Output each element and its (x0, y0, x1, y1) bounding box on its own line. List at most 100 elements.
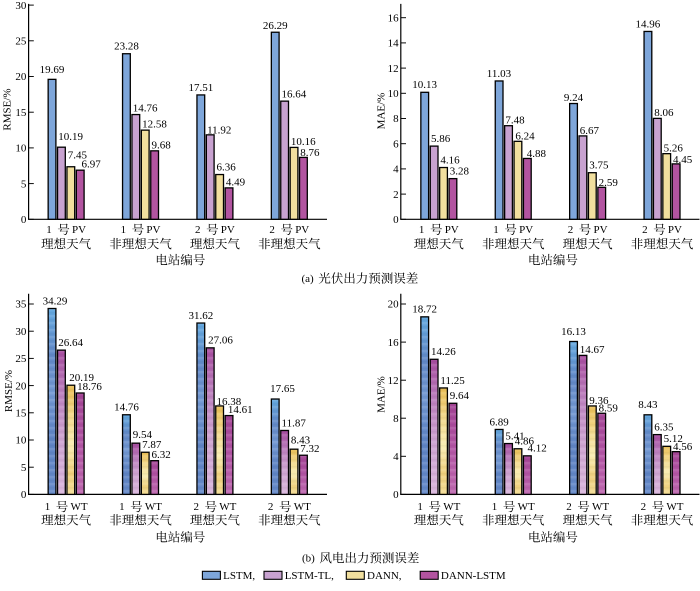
svg-text:4.88: 4.88 (527, 148, 547, 160)
svg-text:6.36: 6.36 (217, 161, 237, 173)
svg-text:RMSE/%: RMSE/% (3, 370, 15, 412)
svg-text:14.61: 14.61 (228, 404, 253, 416)
svg-text:8.59: 8.59 (599, 403, 619, 415)
svg-text:PV: PV (519, 224, 533, 236)
svg-text:8.06: 8.06 (654, 107, 674, 119)
svg-text:2: 2 (268, 501, 274, 513)
svg-text:11.03: 11.03 (487, 68, 512, 80)
svg-text:14.76: 14.76 (114, 402, 139, 414)
svg-text:25: 25 (15, 36, 27, 48)
svg-text:PV: PV (146, 224, 160, 236)
svg-text:6.97: 6.97 (82, 159, 102, 171)
svg-text:17.65: 17.65 (270, 383, 295, 395)
svg-text:2: 2 (393, 189, 399, 201)
svg-text:5: 5 (21, 178, 27, 190)
svg-text:1: 1 (121, 224, 127, 236)
svg-text:7.45: 7.45 (68, 150, 88, 162)
svg-text:5: 5 (21, 462, 27, 474)
svg-text:20: 20 (15, 71, 27, 83)
svg-text:LSTM,: LSTM, (223, 570, 255, 582)
svg-text:0: 0 (21, 214, 27, 226)
svg-text:1: 1 (492, 501, 498, 513)
svg-text:10: 10 (388, 88, 400, 100)
svg-text:3.28: 3.28 (450, 166, 470, 178)
svg-text:6.89: 6.89 (490, 416, 510, 428)
svg-text:16.13: 16.13 (561, 326, 586, 338)
svg-text:5.26: 5.26 (664, 143, 684, 155)
svg-text:9.68: 9.68 (152, 140, 172, 152)
svg-text:10: 10 (15, 143, 27, 155)
svg-text:7.87: 7.87 (142, 439, 162, 451)
svg-text:4.12: 4.12 (528, 443, 547, 455)
svg-text:6.67: 6.67 (580, 125, 600, 137)
svg-text:6: 6 (393, 138, 399, 150)
svg-text:9.24: 9.24 (564, 92, 584, 104)
svg-text:14: 14 (388, 38, 400, 50)
svg-text:LSTM-TL,: LSTM-TL, (285, 570, 334, 582)
svg-text:DANN,: DANN, (367, 570, 402, 582)
svg-text:17.51: 17.51 (189, 82, 214, 94)
svg-text:5.86: 5.86 (431, 133, 451, 145)
svg-text:10.13: 10.13 (412, 79, 437, 91)
svg-text:35: 35 (15, 299, 27, 311)
svg-text:2: 2 (195, 224, 201, 236)
svg-text:6.32: 6.32 (152, 449, 171, 461)
svg-text:WT: WT (518, 501, 535, 513)
svg-text:4.56: 4.56 (673, 441, 693, 453)
svg-text:27.06: 27.06 (208, 335, 233, 347)
svg-text:2: 2 (568, 224, 574, 236)
svg-text:26.64: 26.64 (58, 337, 83, 349)
svg-text:WT: WT (294, 501, 311, 513)
svg-text:2: 2 (566, 501, 572, 513)
svg-text:15: 15 (15, 107, 27, 119)
svg-text:11.25: 11.25 (440, 375, 465, 387)
svg-text:DANN-LSTM: DANN-LSTM (441, 570, 506, 582)
svg-text:WT: WT (71, 501, 88, 513)
svg-text:5.41: 5.41 (505, 430, 524, 442)
svg-text:0: 0 (393, 489, 399, 501)
svg-text:14.76: 14.76 (133, 103, 158, 115)
svg-text:20.19: 20.19 (69, 372, 94, 384)
svg-text:WT: WT (219, 501, 236, 513)
svg-text:5.12: 5.12 (664, 433, 683, 445)
svg-text:9.54: 9.54 (133, 429, 153, 441)
svg-text:11.87: 11.87 (282, 417, 307, 429)
svg-text:0: 0 (21, 489, 27, 501)
svg-text:6.35: 6.35 (654, 421, 674, 433)
svg-text:1: 1 (119, 501, 125, 513)
svg-text:7.48: 7.48 (505, 115, 525, 127)
svg-text:25: 25 (15, 353, 27, 365)
svg-text:3.75: 3.75 (589, 160, 609, 172)
svg-text:11.92: 11.92 (207, 125, 231, 137)
svg-text:PV: PV (594, 224, 608, 236)
svg-text:WT: WT (592, 501, 609, 513)
svg-text:WT: WT (443, 501, 460, 513)
svg-text:23.28: 23.28 (114, 41, 139, 53)
svg-text:(a): (a) (302, 273, 315, 285)
svg-text:0: 0 (393, 214, 399, 226)
svg-text:PV: PV (295, 224, 309, 236)
svg-text:7.32: 7.32 (300, 443, 319, 455)
svg-text:1: 1 (419, 224, 425, 236)
svg-text:16: 16 (388, 337, 400, 349)
svg-text:RMSE/%: RMSE/% (1, 88, 13, 130)
svg-text:2.59: 2.59 (599, 177, 619, 189)
svg-text:4.16: 4.16 (440, 154, 460, 166)
svg-text:20: 20 (15, 380, 27, 392)
svg-text:10: 10 (15, 435, 27, 447)
svg-text:16.64: 16.64 (282, 89, 307, 101)
svg-text:8.43: 8.43 (291, 434, 311, 446)
svg-text:9.36: 9.36 (589, 395, 609, 407)
svg-text:20: 20 (388, 299, 400, 311)
svg-text:4: 4 (393, 164, 399, 176)
svg-text:14.67: 14.67 (580, 344, 605, 356)
svg-text:12: 12 (388, 375, 399, 387)
svg-text:4.86: 4.86 (515, 436, 535, 448)
svg-text:PV: PV (668, 224, 682, 236)
svg-text:2: 2 (194, 501, 200, 513)
svg-text:MAE/%: MAE/% (376, 376, 388, 413)
svg-text:2: 2 (641, 501, 647, 513)
svg-text:1: 1 (417, 501, 423, 513)
svg-text:6.24: 6.24 (515, 131, 535, 143)
svg-text:18.76: 18.76 (77, 381, 102, 393)
